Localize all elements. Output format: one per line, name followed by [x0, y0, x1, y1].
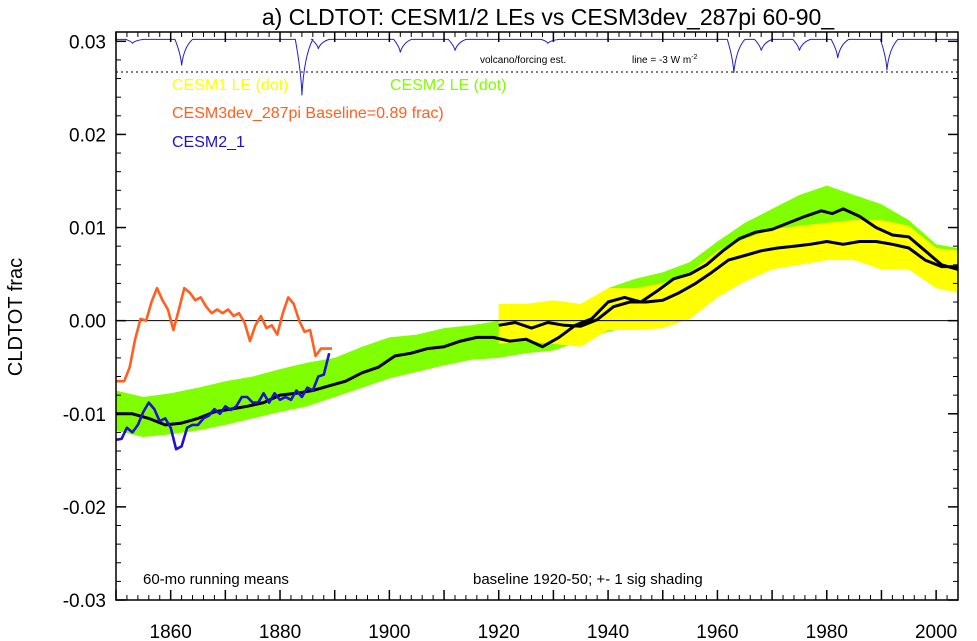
series-lines: [115, 207, 959, 451]
y-tick-label: -0.01: [63, 405, 106, 426]
legend: CESM1 LE (dot) CESM2 LE (dot) CESM3dev_2…: [172, 77, 506, 151]
uncertainty-bands: [116, 185, 958, 437]
x-tick-label: 1900: [368, 622, 410, 641]
volcano-label: volcano/forcing est.: [480, 55, 566, 66]
y-axis-label: CLDTOT frac: [5, 258, 27, 376]
series-line-cesm3dev-287pi-baseline-0-89-frac: [116, 286, 332, 383]
y-tick-label: 0.03: [69, 32, 106, 53]
y-tick-label: 0.01: [69, 219, 106, 240]
x-tick-label: 2000: [915, 622, 957, 641]
x-tick-label: 1880: [259, 622, 301, 641]
x-tick-label: 1920: [478, 622, 520, 641]
plot-frame: [115, 31, 959, 601]
x-tick-label: 1860: [150, 622, 192, 641]
cesm1-le-band: [498, 220, 958, 347]
y-tick-label: -0.03: [63, 591, 106, 612]
x-tick-label: 1940: [587, 622, 629, 641]
volcano-forcing-curve: [116, 38, 958, 96]
series-line-cesm1-le-dot: [498, 240, 958, 330]
chart-title: a) CLDTOT: CESM1/2 LEs vs CESM3dev_287pi…: [262, 4, 835, 30]
legend-cesm1-le: CESM1 LE (dot): [172, 77, 288, 94]
plot-border: [115, 31, 959, 601]
baseline-note: baseline 1920-50; +- 1 sig shading: [473, 571, 703, 588]
legend-cesm2-le: CESM2 LE (dot): [390, 77, 506, 94]
y-tick-label: 0.00: [69, 312, 106, 333]
y-tick-label: 0.02: [69, 125, 106, 146]
y-tick-label: -0.02: [63, 498, 106, 519]
volcano-forcing-line: [116, 38, 958, 96]
x-axis-ticks: 1860 1880 1900 1920 1940 1960 1980 2000: [115, 32, 959, 641]
legend-cesm2-1: CESM2_1: [172, 134, 245, 151]
legend-cesm3dev: CESM3dev_287pi Baseline=0.89 frac): [172, 105, 444, 122]
series-line-cesm2-1: [115, 352, 331, 451]
running-means-note: 60-mo running means: [143, 571, 289, 588]
y-axis-ticks: -0.03 -0.02 -0.01 0.00 0.01 0.02 0.03: [63, 32, 958, 612]
x-tick-label: 1980: [806, 622, 848, 641]
x-tick-label: 1960: [696, 622, 738, 641]
volcano-line-label: line = -3 W m-2: [632, 54, 698, 66]
